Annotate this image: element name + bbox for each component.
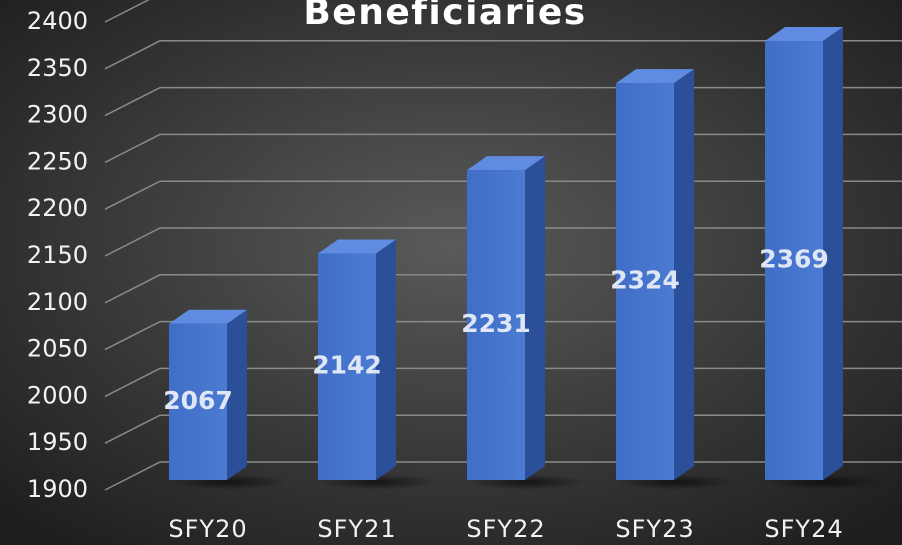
y-tick-label: 2050 (27, 335, 88, 363)
y-tick-label: 2000 (27, 381, 88, 409)
bar-side (227, 309, 247, 480)
y-tick-label: 2400 (27, 7, 88, 35)
bar-front-shade (616, 83, 674, 481)
bar-top (467, 156, 545, 171)
x-tick-label: SFY21 (317, 515, 396, 543)
y-tick-label: 2100 (27, 288, 88, 316)
y-tick-label: 2300 (27, 101, 88, 129)
bar-top (318, 239, 396, 254)
grid-line (104, 40, 902, 70)
value-label: 2231 (461, 309, 531, 338)
y-tick-label: 1950 (27, 428, 88, 456)
y-tick-label: 2150 (27, 241, 88, 269)
y-tick-label: 2200 (27, 194, 88, 222)
bar (466, 156, 586, 490)
y-tick-label: 2350 (27, 54, 88, 82)
bar-front-shade (467, 170, 525, 480)
value-label: 2324 (610, 266, 680, 295)
y-tick-label: 1900 (27, 475, 88, 503)
value-label: 2369 (759, 245, 829, 274)
bar (764, 27, 884, 490)
value-label: 2142 (312, 351, 382, 380)
bar-side (525, 156, 545, 480)
bar-front-shade (318, 253, 376, 480)
bar-top (765, 27, 843, 42)
x-tick-label: SFY23 (615, 515, 694, 543)
bar-front-shade (765, 41, 823, 481)
x-tick-label: SFY22 (466, 515, 545, 543)
bar (317, 239, 437, 490)
bar-front-shade (169, 323, 227, 480)
chart-title: Beneficiaries (303, 0, 586, 33)
value-label: 2067 (163, 386, 233, 415)
x-tick-label: SFY24 (764, 515, 843, 543)
bar-side (376, 239, 396, 480)
y-tick-label: 2250 (27, 147, 88, 175)
bar (615, 69, 735, 490)
grid-line (104, 0, 150, 23)
bar-top (616, 69, 694, 84)
bar-top (169, 309, 247, 324)
bar-side (674, 69, 694, 481)
bar-side (823, 27, 843, 481)
x-tick-label: SFY20 (168, 515, 247, 543)
bar (168, 309, 288, 490)
